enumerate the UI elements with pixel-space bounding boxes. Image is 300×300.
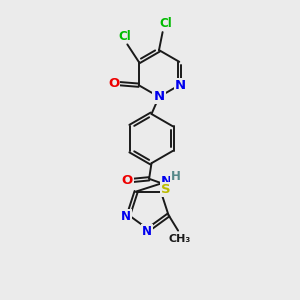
Text: Cl: Cl <box>160 17 172 30</box>
Text: N: N <box>160 175 172 188</box>
Text: O: O <box>121 174 133 187</box>
Text: O: O <box>108 77 119 90</box>
Text: N: N <box>121 210 131 223</box>
Text: Cl: Cl <box>118 29 131 43</box>
Text: CH₃: CH₃ <box>168 234 191 244</box>
Text: S: S <box>161 183 171 196</box>
Text: N: N <box>175 79 186 92</box>
Text: N: N <box>142 225 152 239</box>
Text: H: H <box>171 170 181 183</box>
Text: N: N <box>153 90 165 104</box>
